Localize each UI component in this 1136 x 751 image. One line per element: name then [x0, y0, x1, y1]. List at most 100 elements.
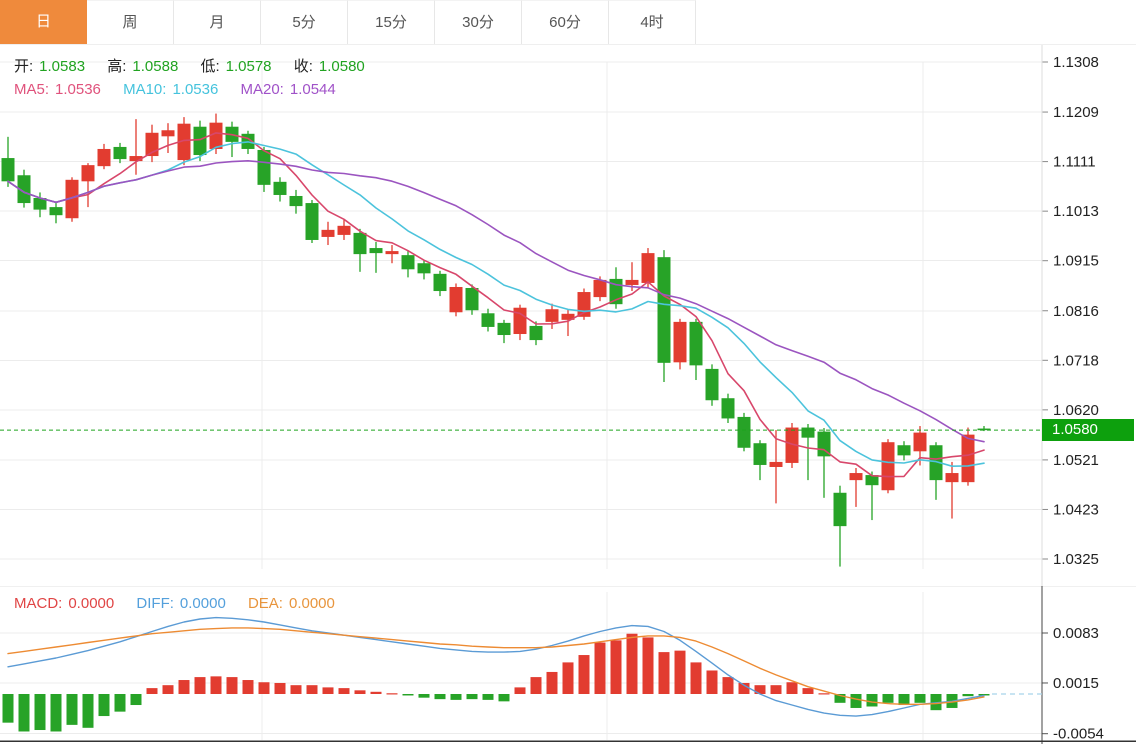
y-axis-label: 1.0423	[1053, 501, 1099, 518]
candle-body	[65, 179, 79, 219]
macd-histogram-bar	[386, 693, 398, 695]
candle-body	[193, 126, 207, 156]
candle-body	[481, 313, 495, 327]
macd-histogram-bar	[706, 670, 718, 694]
candle-body	[113, 146, 127, 160]
macd-chart-canvas[interactable]: 0.0083 0.0015 -0.0054	[0, 586, 1136, 751]
dea-label: DEA:	[247, 595, 283, 612]
candle-body	[657, 257, 671, 363]
macd-histogram-bar	[914, 694, 926, 703]
price-chart-canvas[interactable]: 1.1308 1.1209 1.1111 1.1013 1.0915 1.0816 1.07…	[0, 45, 1136, 586]
macd-histogram-bar	[642, 637, 654, 694]
macd-histogram-bar	[962, 694, 974, 697]
y-axis-label: 1.0718	[1053, 352, 1099, 369]
macd-histogram-bar	[786, 682, 798, 694]
candle-body	[641, 253, 655, 283]
macd-histogram-bar	[210, 676, 222, 694]
candle-body	[401, 255, 415, 270]
tab-week[interactable]: 周	[87, 0, 174, 44]
ma10-line	[7, 141, 985, 468]
high-value: 1.0588	[132, 58, 179, 75]
candle-body	[465, 288, 479, 311]
macd-histogram-bar	[594, 642, 606, 694]
macd-histogram-bar	[418, 694, 430, 698]
candle-body	[817, 431, 831, 457]
macd-histogram-bar	[354, 690, 366, 694]
tab-4hour[interactable]: 4时	[609, 0, 696, 44]
ma20-value: 1.0544	[289, 81, 336, 98]
macd-histogram-bar	[866, 694, 878, 707]
candle-body	[209, 122, 223, 149]
macd-histogram-bar	[482, 694, 494, 700]
macd-histogram-bar	[34, 694, 46, 731]
candle-body	[17, 175, 31, 204]
candle-body	[33, 198, 47, 210]
macd-histogram-bar	[114, 694, 126, 712]
ma-legend: MA5: 1.0536 MA10: 1.0536 MA20: 1.0544	[14, 81, 342, 98]
candle-body	[721, 398, 735, 419]
y-axis-label: 1.0915	[1053, 253, 1099, 270]
open-label: 开:	[14, 58, 34, 75]
macd-histogram-bar	[338, 688, 350, 694]
close-label: 收:	[293, 58, 313, 75]
candle-body	[593, 279, 607, 298]
close-value: 1.0580	[318, 58, 365, 75]
tab-60min[interactable]: 60分	[522, 0, 609, 44]
macd-histogram-bar	[50, 694, 62, 732]
ma5-line	[7, 132, 985, 478]
candle-body	[849, 473, 863, 481]
macd-histogram-bar	[466, 694, 478, 700]
dea-value: 0.0000	[288, 595, 335, 612]
y-axis-label: 0.0083	[1053, 625, 1099, 642]
candle-body	[913, 432, 927, 452]
tab-30min[interactable]: 30分	[435, 0, 522, 44]
candle-body	[897, 445, 911, 456]
candle-body	[81, 165, 95, 182]
ma10-label: MA10:	[123, 81, 167, 98]
diff-value: 0.0000	[179, 595, 226, 612]
macd-histogram-bar	[274, 682, 286, 694]
candle-body	[337, 225, 351, 235]
macd-histogram-bar	[610, 640, 622, 694]
macd-histogram-bar	[498, 694, 510, 702]
macd-histogram-bar	[226, 677, 238, 694]
macd-histogram-bar	[194, 677, 206, 694]
y-axis-label: 1.0620	[1053, 402, 1099, 419]
macd-legend: MACD: 0.0000 DIFF: 0.0000 DEA: 0.0000	[14, 595, 341, 612]
candle-body	[321, 229, 335, 237]
y-axis-label: -0.0054	[1053, 726, 1104, 743]
candle-body	[929, 445, 943, 481]
macd-histogram-bar	[82, 694, 94, 728]
candle-body	[161, 130, 175, 137]
tab-5min[interactable]: 5分	[261, 0, 348, 44]
tab-month[interactable]: 月	[174, 0, 261, 44]
last-price-value: 1.0580	[1052, 421, 1098, 439]
macd-histogram-bar	[18, 694, 30, 732]
macd-histogram-bar	[402, 694, 414, 696]
macd-histogram-bar	[162, 685, 174, 694]
macd-histogram-bar	[2, 694, 14, 723]
macd-histogram-bar	[690, 662, 702, 694]
candle-body	[881, 442, 895, 491]
ohlc-legend: 开: 1.0583 高: 1.0588 低: 1.0578 收: 1.0580	[14, 55, 371, 76]
high-label: 高:	[107, 58, 127, 75]
macd-histogram-bar	[178, 680, 190, 694]
macd-histogram-bar	[882, 694, 894, 703]
macd-histogram-bar	[658, 652, 670, 694]
tab-15min[interactable]: 15分	[348, 0, 435, 44]
macd-histogram-bar	[834, 694, 846, 703]
candle-body	[129, 156, 143, 162]
candle-body	[97, 148, 111, 167]
ma20-label: MA20:	[240, 81, 284, 98]
macd-histogram-bar	[898, 694, 910, 706]
candle-body	[273, 181, 287, 195]
macd-histogram-bar	[802, 688, 814, 694]
candle-body	[353, 232, 367, 255]
candle-body	[689, 321, 703, 366]
candle-body	[513, 307, 527, 335]
candle-body	[417, 263, 431, 274]
tab-day[interactable]: 日	[0, 0, 87, 44]
macd-histogram-bar	[434, 694, 446, 700]
candle-body	[257, 149, 271, 185]
candle-body	[449, 286, 463, 313]
